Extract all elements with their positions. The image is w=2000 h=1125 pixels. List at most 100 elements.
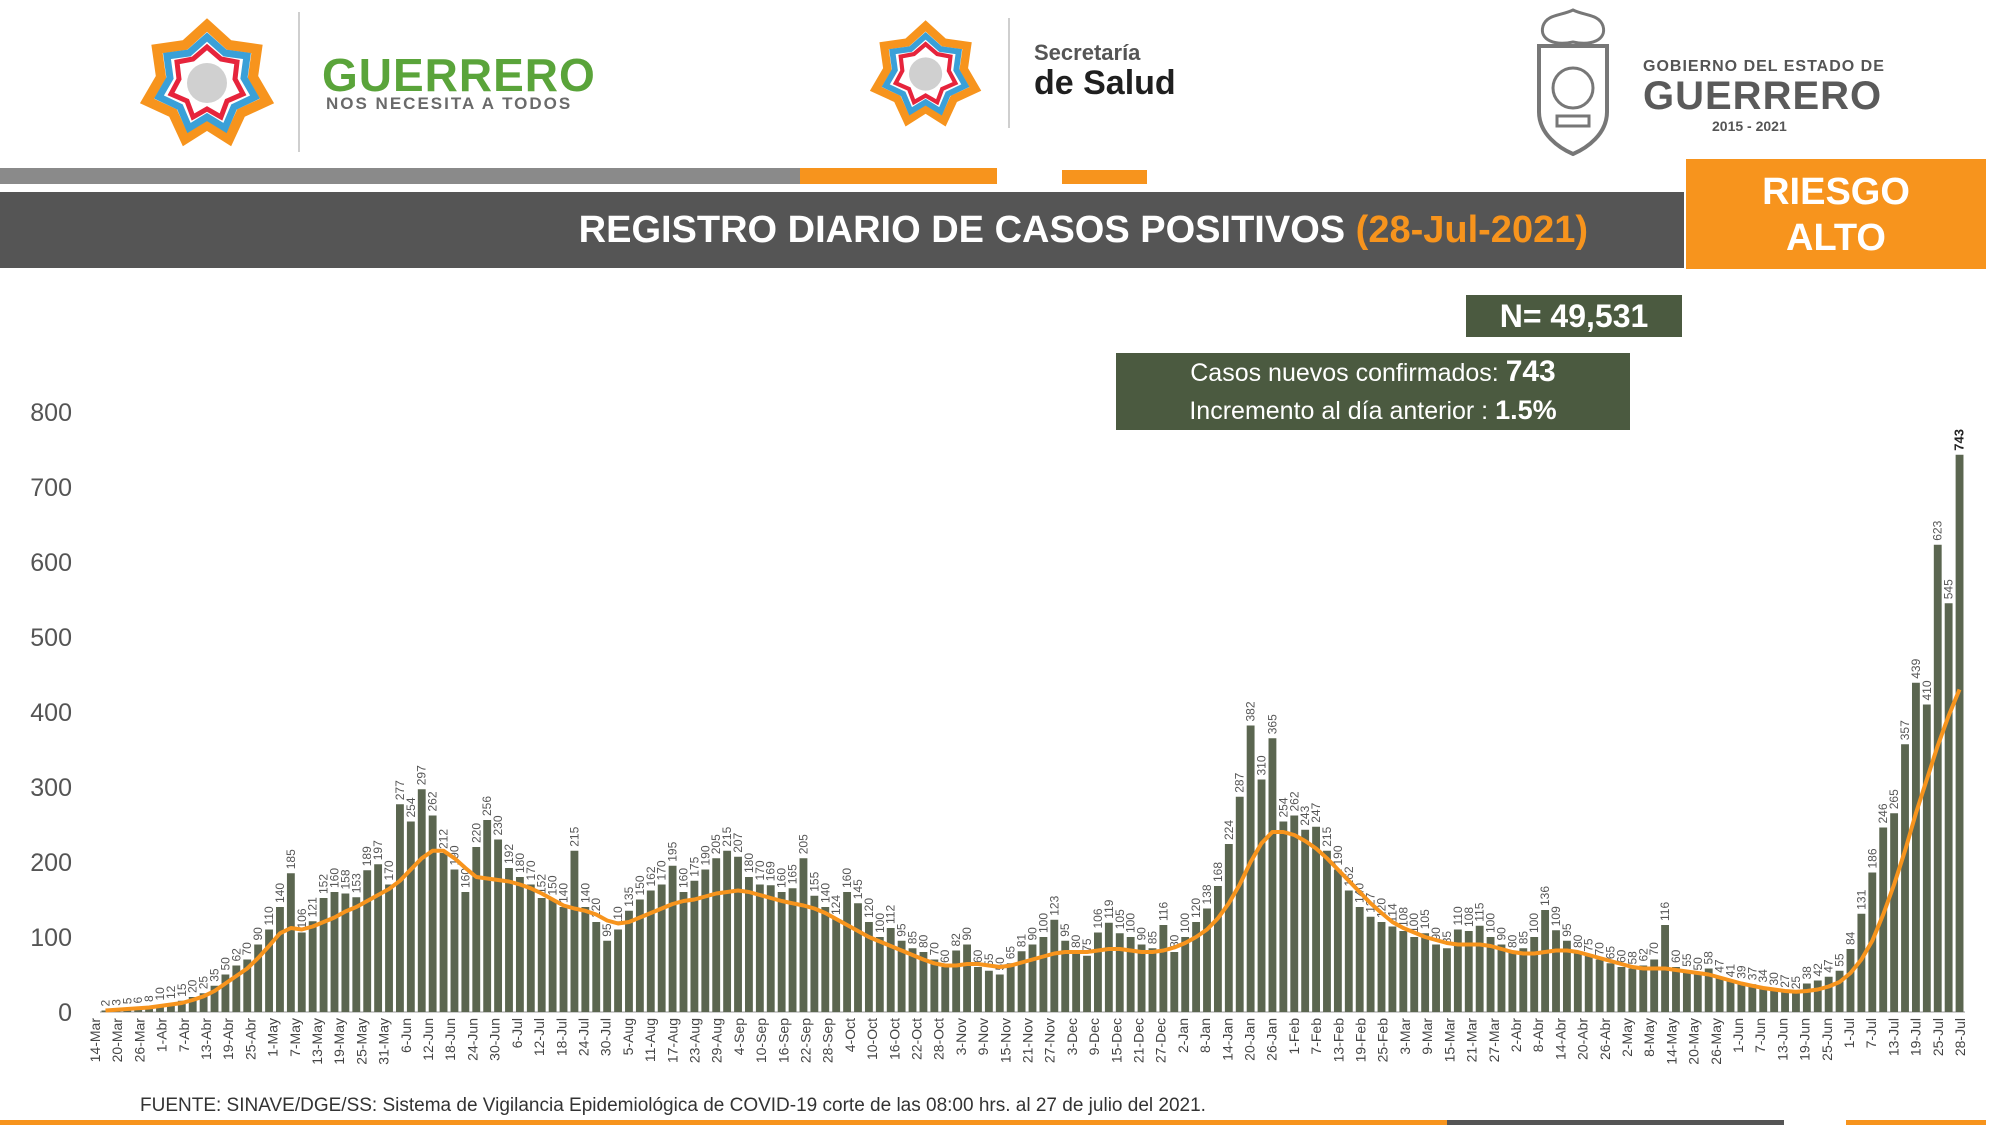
data-label: 150 (633, 875, 647, 895)
bar (166, 1003, 175, 1012)
x-tick-label: 12-Jun (420, 1018, 436, 1061)
data-label: 60 (1669, 949, 1683, 963)
data-label: 110 (1451, 906, 1465, 925)
x-tick-label: 18-Jun (442, 1018, 458, 1061)
data-label: 135 (622, 886, 636, 906)
x-tick-label: 19-Abr (220, 1018, 236, 1060)
data-label: 190 (1331, 845, 1345, 865)
bar (1933, 544, 1942, 1012)
bar (952, 950, 961, 1012)
data-label: 175 (687, 856, 701, 876)
y-tick-label: 800 (30, 399, 72, 427)
data-label: 25 (197, 976, 211, 990)
bar (1802, 983, 1811, 1012)
bar (1813, 980, 1822, 1012)
bar (1715, 976, 1724, 1012)
data-label: 215 (1320, 826, 1334, 846)
bar (1224, 844, 1233, 1012)
data-label: 160 (775, 868, 789, 888)
data-label: 8 (142, 995, 156, 1002)
bar (1595, 959, 1604, 1012)
y-tick-label: 0 (58, 999, 72, 1027)
bar (1879, 827, 1888, 1012)
bar (635, 899, 644, 1012)
data-label: 80 (1505, 934, 1519, 948)
data-label: 153 (349, 873, 363, 893)
x-tick-label: 26-Mar (131, 1018, 147, 1063)
bar (308, 921, 317, 1012)
x-tick-label: 10-Sep (753, 1018, 769, 1063)
data-label: 224 (1222, 820, 1236, 840)
bar (177, 1000, 186, 1012)
data-label: 90 (960, 927, 974, 941)
bar (625, 910, 633, 1012)
data-label: 80 (1069, 934, 1083, 948)
x-tick-label: 15-Dec (1108, 1018, 1124, 1063)
data-label: 20 (186, 979, 200, 993)
data-label: 100 (1527, 913, 1541, 933)
data-label: 41 (1724, 964, 1738, 978)
data-label: 95 (1058, 923, 1072, 937)
x-tick-label: 30-Jul (598, 1018, 614, 1056)
x-tick-label: 20-May (1686, 1018, 1702, 1065)
bar (559, 907, 568, 1012)
data-label: 58 (1625, 951, 1639, 965)
data-label: 60 (971, 949, 985, 963)
increment-value: 1.5% (1495, 395, 1557, 425)
x-tick-label: 23-Aug (686, 1018, 702, 1063)
data-label: 70 (240, 942, 254, 956)
data-label: 136 (1538, 886, 1552, 906)
bar (1584, 955, 1593, 1012)
data-label: 357 (1898, 720, 1912, 740)
data-label: 192 (502, 844, 516, 864)
data-label: 110 (262, 906, 276, 925)
x-tick-label: 19-Jun (1797, 1018, 1813, 1061)
bar (1530, 937, 1539, 1012)
x-tick-label: 8-Jan (1197, 1018, 1213, 1053)
x-tick-label: 9-Mar (1419, 1018, 1435, 1055)
data-label: 140 (273, 883, 287, 903)
data-label: 180 (742, 853, 756, 873)
x-tick-label: 19-Jul (1908, 1018, 1924, 1056)
x-tick-label: 2-Jan (1175, 1018, 1191, 1053)
data-label: 85 (906, 931, 920, 945)
data-label: 108 (1396, 907, 1410, 927)
data-label: 115 (1473, 902, 1487, 921)
data-label: 410 (1920, 680, 1934, 700)
data-label: 105 (1418, 909, 1432, 929)
data-label: 265 (1887, 789, 1901, 809)
bar (156, 1004, 164, 1012)
bar (995, 974, 1004, 1012)
bar (1246, 725, 1255, 1012)
increment-label: Incremento al día anterior : (1189, 397, 1489, 425)
bar (515, 877, 524, 1012)
data-label: 140 (818, 883, 832, 903)
x-tick-label: 9-Dec (1086, 1018, 1102, 1055)
data-label: 160 (676, 868, 690, 888)
x-tick-label: 7-Abr (176, 1018, 192, 1053)
data-label: 75 (1582, 938, 1596, 952)
bar (679, 892, 688, 1012)
bar (352, 897, 361, 1012)
data-label: 100 (1124, 913, 1138, 933)
bar (286, 873, 295, 1012)
bar (1028, 944, 1037, 1012)
bar (723, 850, 732, 1012)
bar (1955, 454, 1964, 1012)
bar (843, 892, 852, 1012)
bar (1432, 944, 1440, 1012)
bar (1824, 976, 1833, 1012)
data-label: 84 (1843, 931, 1857, 945)
y-tick-label: 400 (30, 699, 72, 727)
bar (963, 944, 971, 1012)
data-label: 205 (796, 834, 810, 854)
bar (1421, 933, 1430, 1012)
data-label: 50 (218, 957, 232, 971)
bar (1104, 922, 1113, 1012)
data-label: 81 (1015, 934, 1029, 948)
bar (1443, 948, 1451, 1012)
data-label: 62 (229, 948, 243, 962)
bar (1115, 933, 1124, 1012)
data-label: 120 (862, 898, 876, 918)
data-label: 100 (1178, 913, 1192, 933)
